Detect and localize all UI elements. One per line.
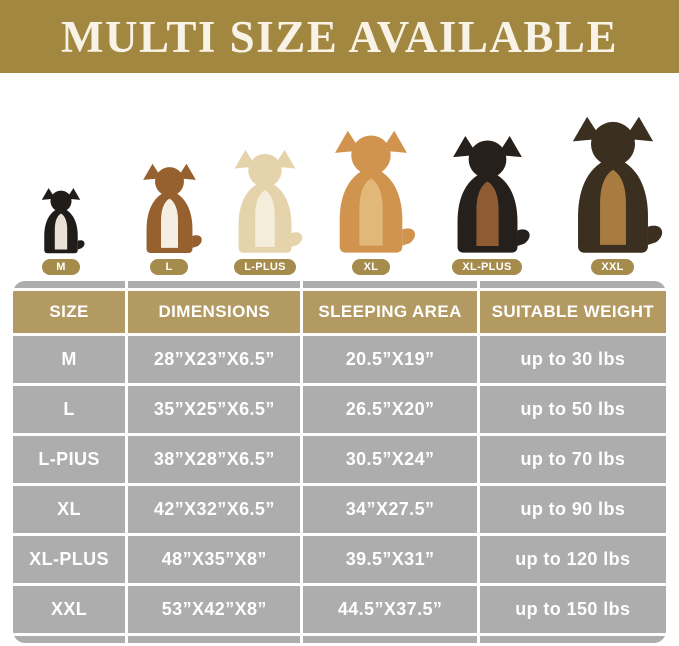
dog-item-xl: XL — [314, 112, 428, 275]
cell-dimensions: 35”X25”X6.5” — [128, 386, 301, 433]
cell-dimensions: 42”X32”X6.5” — [128, 486, 301, 533]
golden-retriever-puppy-illustration — [234, 149, 303, 253]
golden-retriever-illustration — [335, 130, 416, 253]
cell-dimensions: 53”X42”X8” — [128, 586, 301, 633]
dog-item-xxl: XXL — [546, 96, 679, 275]
cell-dimensions: 28”X23”X6.5” — [128, 336, 301, 383]
cell-size: M — [13, 336, 126, 383]
column-header-dimensions: DIMENSIONS — [128, 291, 301, 333]
dog-chest — [54, 213, 68, 250]
dog-item-m: M — [0, 178, 122, 275]
dog-chest — [160, 198, 178, 248]
cell-dimensions: 38”X28”X6.5” — [128, 436, 301, 483]
doberman-illustration — [452, 136, 530, 253]
size-badge-l-plus: L-PLUS — [234, 259, 296, 275]
german-shepherd-illustration — [572, 116, 662, 253]
dog-chest — [359, 178, 383, 246]
title-banner: MULTI SIZE AVAILABLE — [0, 0, 679, 73]
table-frame-cap — [128, 281, 301, 288]
table-frame-cap — [303, 281, 477, 288]
cell-sleeping-area: 44.5”X37.5” — [303, 586, 477, 633]
cell-suitable-weight: up to 120 lbs — [479, 536, 666, 583]
size-badge-l: L — [150, 259, 188, 275]
cell-size: XXL — [13, 586, 126, 633]
column-header-size: SIZE — [13, 291, 126, 333]
cell-suitable-weight: up to 50 lbs — [479, 386, 666, 433]
cell-size: XL — [13, 486, 126, 533]
cell-dimensions: 48”X35”X8” — [128, 536, 301, 583]
cell-sleeping-area: 26.5”X20” — [303, 386, 477, 433]
size-table-section: SIZE DIMENSIONS SLEEPING AREA SUITABLE W… — [13, 281, 666, 643]
page-title: MULTI SIZE AVAILABLE — [61, 11, 618, 62]
table-frame-cap — [13, 636, 126, 643]
dog-chest — [475, 181, 499, 246]
cell-suitable-weight: up to 90 lbs — [479, 486, 666, 533]
size-badge-xl: XL — [352, 259, 390, 275]
dog-item-l-plus: L-PLUS — [216, 134, 314, 275]
dog-item-l: L — [122, 150, 216, 275]
dog-item-xl-plus: XL-PLUS — [428, 118, 546, 275]
table-frame-cap — [13, 281, 126, 288]
table-frame-cap — [479, 281, 666, 288]
french-bulldog-illustration — [41, 188, 85, 254]
cell-size: L — [13, 386, 126, 433]
table-frame-cap — [303, 636, 477, 643]
cell-sleeping-area: 34”X27.5” — [303, 486, 477, 533]
cell-sleeping-area: 39.5”X31” — [303, 536, 477, 583]
cell-sleeping-area: 20.5”X19” — [303, 336, 477, 383]
cell-suitable-weight: up to 70 lbs — [479, 436, 666, 483]
dog-chest — [255, 190, 275, 247]
dog-body — [234, 149, 303, 253]
dog-chest — [599, 169, 626, 245]
cell-sleeping-area: 30.5”X24” — [303, 436, 477, 483]
size-table: SIZE DIMENSIONS SLEEPING AREA SUITABLE W… — [13, 281, 666, 643]
dog-size-strip: M L L-PLUS — [0, 73, 679, 277]
table-frame-cap — [479, 636, 666, 643]
cell-size: L-PIUS — [13, 436, 126, 483]
cell-suitable-weight: up to 30 lbs — [479, 336, 666, 383]
size-badge-m: M — [42, 259, 80, 275]
size-badge-xl-plus: XL-PLUS — [452, 259, 522, 275]
column-header-suitable-weight: SUITABLE WEIGHT — [479, 291, 666, 333]
cell-size: XL-PLUS — [13, 536, 126, 583]
cell-suitable-weight: up to 150 lbs — [479, 586, 666, 633]
beagle-illustration — [142, 163, 202, 253]
table-frame-cap — [128, 636, 301, 643]
column-header-sleeping-area: SLEEPING AREA — [303, 291, 477, 333]
size-badge-xxl: XXL — [591, 259, 634, 275]
